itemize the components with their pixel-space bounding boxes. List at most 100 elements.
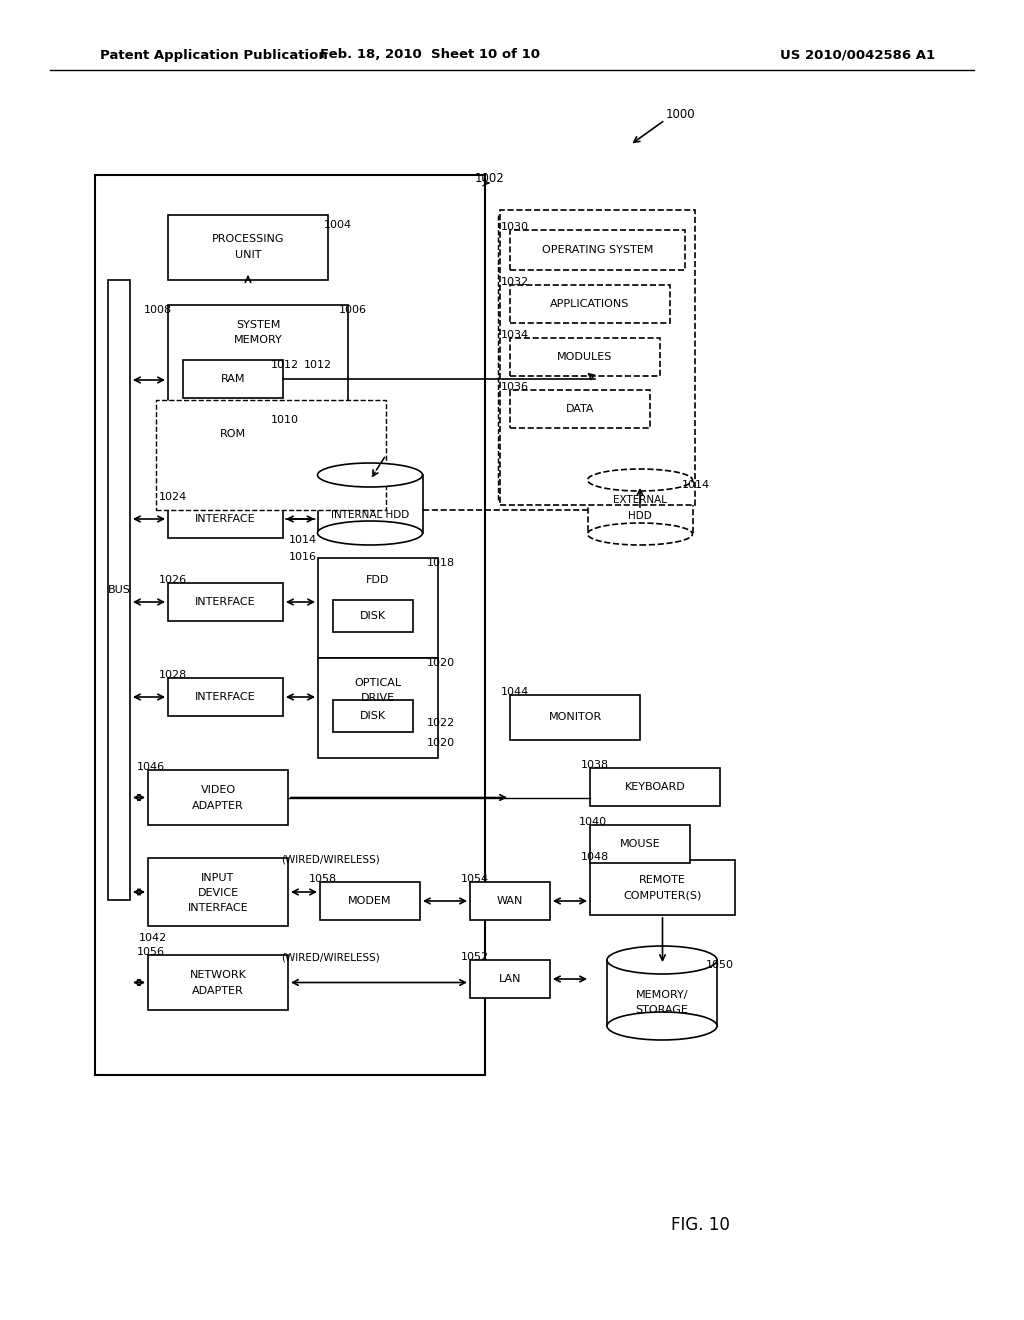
- Text: INTERFACE: INTERFACE: [196, 513, 256, 524]
- Text: RAM: RAM: [221, 374, 246, 384]
- Text: EXTERNAL: EXTERNAL: [613, 495, 667, 506]
- Text: WAN: WAN: [497, 896, 523, 906]
- Text: DISK: DISK: [360, 611, 386, 620]
- FancyBboxPatch shape: [588, 480, 692, 535]
- Text: 1020: 1020: [427, 738, 455, 748]
- Text: 1032: 1032: [501, 277, 529, 286]
- Text: 1046: 1046: [137, 762, 165, 772]
- Text: ADAPTER: ADAPTER: [193, 986, 244, 997]
- Text: 1012: 1012: [271, 360, 299, 370]
- Text: SYSTEM: SYSTEM: [236, 319, 281, 330]
- FancyBboxPatch shape: [318, 558, 438, 657]
- Ellipse shape: [317, 463, 423, 487]
- FancyBboxPatch shape: [510, 230, 685, 271]
- Text: COMPUTER(S): COMPUTER(S): [624, 891, 701, 902]
- Text: 1012: 1012: [304, 360, 332, 370]
- Text: INTERNAL HDD: INTERNAL HDD: [331, 510, 410, 520]
- Text: REMOTE: REMOTE: [639, 875, 686, 884]
- Text: OPTICAL: OPTICAL: [354, 678, 401, 688]
- Text: 1042: 1042: [139, 933, 167, 942]
- Text: 1048: 1048: [581, 851, 609, 862]
- Text: DATA: DATA: [565, 404, 594, 414]
- FancyBboxPatch shape: [183, 360, 283, 399]
- FancyBboxPatch shape: [148, 770, 288, 825]
- FancyBboxPatch shape: [510, 285, 670, 323]
- Text: MONITOR: MONITOR: [549, 713, 602, 722]
- Text: ADAPTER: ADAPTER: [193, 801, 244, 810]
- FancyBboxPatch shape: [108, 280, 130, 900]
- Text: INTERFACE: INTERFACE: [196, 597, 256, 607]
- Text: 1058: 1058: [309, 874, 337, 884]
- Text: 1004: 1004: [324, 220, 352, 230]
- Text: VIDEO: VIDEO: [201, 785, 236, 795]
- FancyBboxPatch shape: [168, 500, 283, 539]
- Text: 1052: 1052: [461, 952, 489, 962]
- Text: 1054: 1054: [461, 874, 489, 884]
- Text: 1050: 1050: [706, 960, 734, 970]
- FancyBboxPatch shape: [168, 583, 283, 620]
- Text: (WIRED/WIRELESS): (WIRED/WIRELESS): [281, 953, 379, 964]
- Ellipse shape: [588, 523, 692, 545]
- Text: LAN: LAN: [499, 974, 521, 983]
- Text: INTERFACE: INTERFACE: [196, 692, 256, 702]
- Text: 1002: 1002: [475, 172, 505, 185]
- Text: 1044: 1044: [501, 686, 529, 697]
- Text: FIG. 10: FIG. 10: [671, 1216, 729, 1234]
- Ellipse shape: [588, 469, 692, 491]
- FancyBboxPatch shape: [590, 768, 720, 807]
- Text: Patent Application Publication: Patent Application Publication: [100, 49, 328, 62]
- FancyBboxPatch shape: [333, 700, 413, 733]
- Text: OPERATING SYSTEM: OPERATING SYSTEM: [542, 246, 653, 255]
- Text: 1024: 1024: [159, 492, 187, 502]
- Text: 1020: 1020: [427, 657, 455, 668]
- Text: MOUSE: MOUSE: [620, 840, 660, 849]
- Text: HDD: HDD: [628, 511, 652, 521]
- Text: APPLICATIONS: APPLICATIONS: [550, 300, 630, 309]
- Text: 1030: 1030: [501, 222, 529, 232]
- Text: 1010: 1010: [271, 414, 299, 425]
- FancyBboxPatch shape: [470, 882, 550, 920]
- Ellipse shape: [607, 1012, 717, 1040]
- Text: PROCESSING: PROCESSING: [212, 235, 285, 244]
- Text: 1008: 1008: [144, 305, 172, 315]
- Text: UNIT: UNIT: [234, 251, 261, 260]
- Text: 1026: 1026: [159, 576, 187, 585]
- Text: 1036: 1036: [501, 381, 529, 392]
- Text: 1056: 1056: [137, 946, 165, 957]
- Text: ROM: ROM: [220, 429, 246, 440]
- Text: FDD: FDD: [367, 576, 390, 585]
- FancyBboxPatch shape: [148, 954, 288, 1010]
- Text: 1034: 1034: [501, 330, 529, 341]
- Text: (WIRED/WIRELESS): (WIRED/WIRELESS): [281, 855, 379, 865]
- Text: 1006: 1006: [339, 305, 367, 315]
- Ellipse shape: [317, 521, 423, 545]
- Text: MEMORY/: MEMORY/: [636, 990, 688, 1001]
- Text: 1040: 1040: [579, 817, 607, 828]
- Text: 1014: 1014: [681, 480, 710, 490]
- FancyBboxPatch shape: [500, 210, 695, 506]
- Text: MODULES: MODULES: [557, 352, 612, 362]
- Text: Feb. 18, 2010  Sheet 10 of 10: Feb. 18, 2010 Sheet 10 of 10: [319, 49, 540, 62]
- Text: DISK: DISK: [360, 711, 386, 721]
- Text: BUS: BUS: [108, 585, 130, 595]
- Ellipse shape: [607, 946, 717, 974]
- FancyBboxPatch shape: [183, 414, 283, 453]
- FancyBboxPatch shape: [590, 861, 735, 915]
- FancyBboxPatch shape: [168, 678, 283, 715]
- FancyBboxPatch shape: [510, 696, 640, 741]
- Text: MODEM: MODEM: [348, 896, 392, 906]
- FancyBboxPatch shape: [156, 400, 386, 510]
- Text: STORAGE: STORAGE: [636, 1005, 688, 1015]
- Text: 1016: 1016: [289, 552, 316, 562]
- Text: 1000: 1000: [666, 108, 695, 121]
- FancyBboxPatch shape: [470, 960, 550, 998]
- Text: MEMORY: MEMORY: [233, 335, 283, 345]
- Text: INTERFACE: INTERFACE: [187, 903, 248, 913]
- Text: DEVICE: DEVICE: [198, 888, 239, 898]
- Text: 1018: 1018: [427, 558, 455, 568]
- FancyBboxPatch shape: [510, 338, 660, 376]
- Text: NETWORK: NETWORK: [189, 970, 247, 979]
- Text: 1038: 1038: [581, 760, 609, 770]
- Text: 1028: 1028: [159, 671, 187, 680]
- FancyBboxPatch shape: [510, 389, 650, 428]
